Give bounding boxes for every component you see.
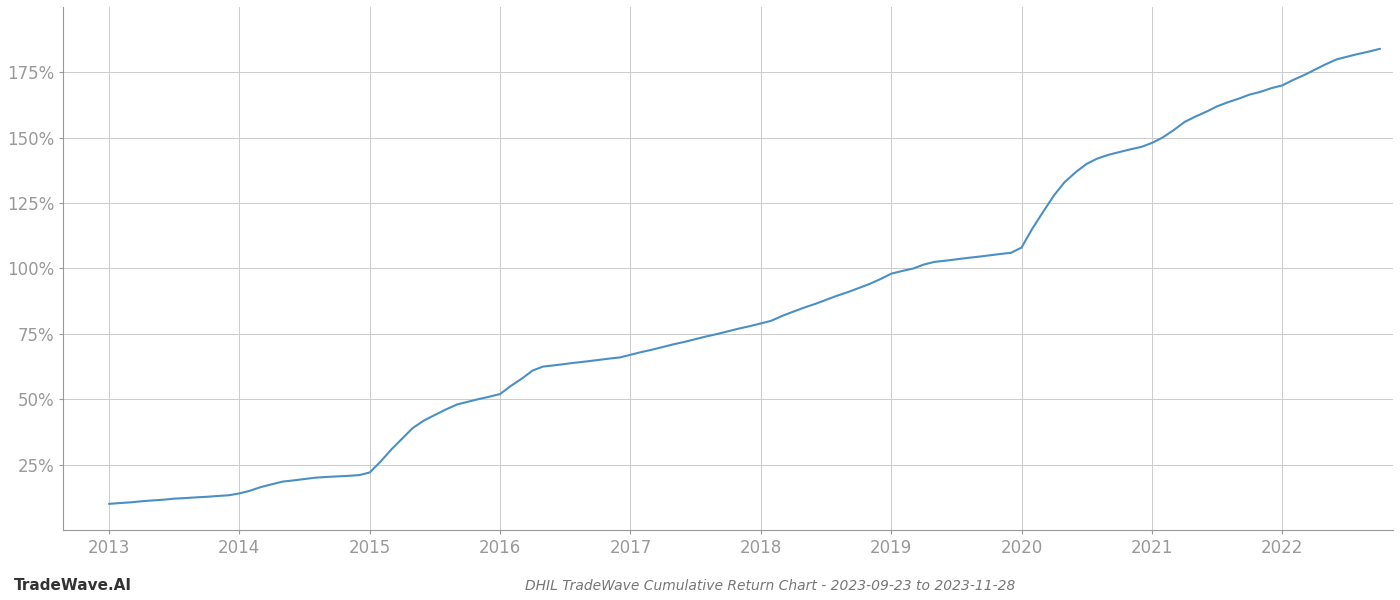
Text: DHIL TradeWave Cumulative Return Chart - 2023-09-23 to 2023-11-28: DHIL TradeWave Cumulative Return Chart -… (525, 579, 1015, 593)
Text: TradeWave.AI: TradeWave.AI (14, 578, 132, 593)
